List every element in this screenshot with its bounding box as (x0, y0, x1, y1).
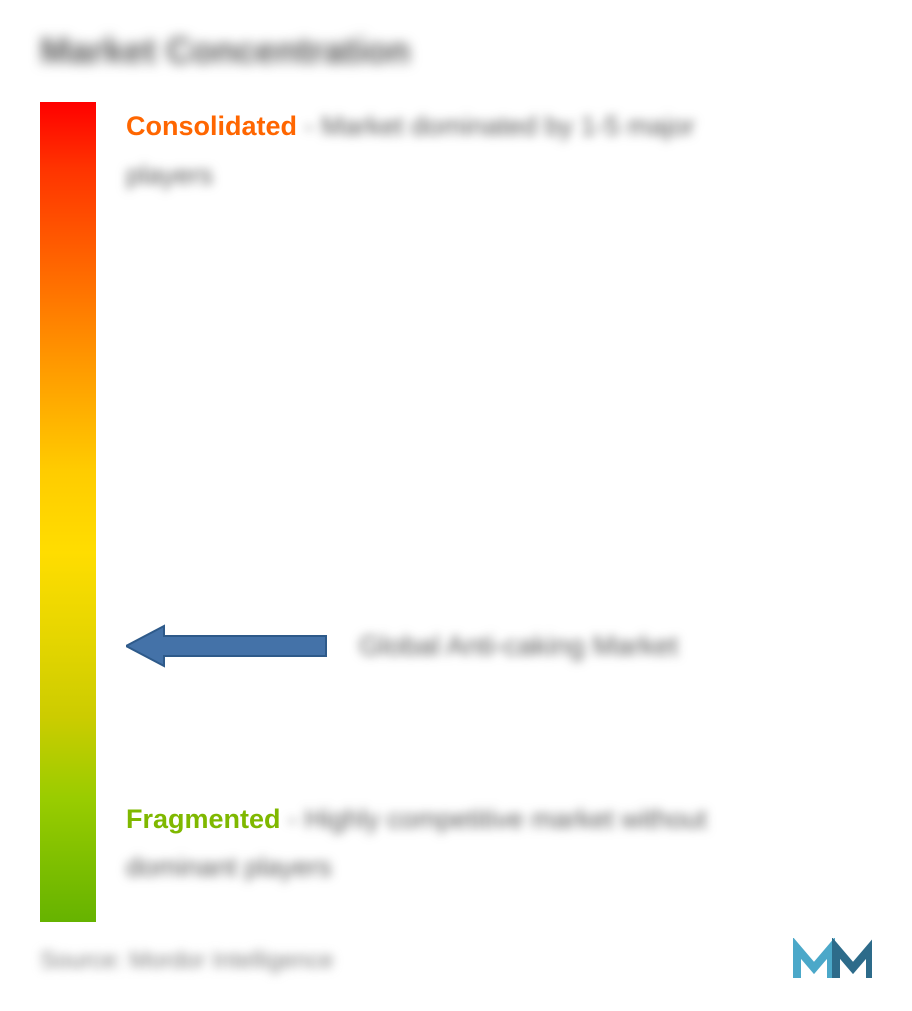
fragmented-line2: dominant players (126, 843, 872, 892)
consolidated-keyword: Consolidated (126, 111, 297, 141)
fragmented-label: Fragmented - Highly competitive market w… (126, 795, 872, 892)
labels-container: Consolidated - Market dominated by 1-5 m… (126, 102, 872, 922)
main-content: Consolidated - Market dominated by 1-5 m… (40, 102, 872, 922)
footer: Source: Mordor Intelligence (40, 938, 872, 983)
consolidated-label: Consolidated - Market dominated by 1-5 m… (126, 102, 872, 199)
concentration-gradient-bar (40, 102, 96, 922)
consolidated-description: - Market dominated by 1-5 major (297, 111, 695, 141)
fragmented-description: - Highly competitive market without (281, 804, 707, 834)
page-title: Market Concentration (40, 30, 872, 72)
consolidated-line2: players (126, 151, 872, 200)
source-attribution: Source: Mordor Intelligence (40, 947, 333, 975)
fragmented-keyword: Fragmented (126, 804, 281, 834)
brand-logo-icon (792, 938, 872, 983)
market-name-label: Global Anti-caking Market (359, 630, 678, 662)
market-position-indicator: Global Anti-caking Market (126, 622, 678, 670)
arrow-left-icon (126, 622, 331, 670)
